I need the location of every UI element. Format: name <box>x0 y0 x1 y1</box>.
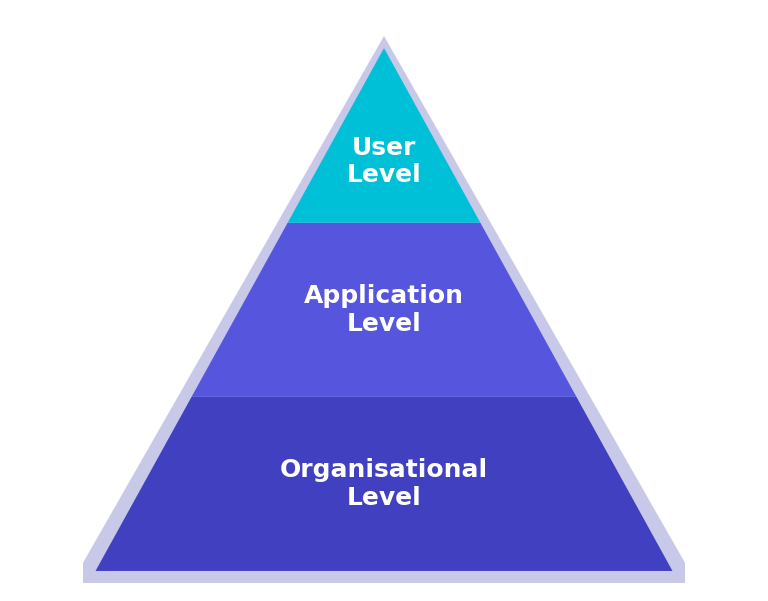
Polygon shape <box>71 36 697 583</box>
Text: User
Level: User Level <box>346 136 422 188</box>
Text: Organisational
Level: Organisational Level <box>280 458 488 510</box>
Polygon shape <box>191 223 577 397</box>
Polygon shape <box>95 397 673 571</box>
Polygon shape <box>288 48 480 223</box>
Text: Application
Level: Application Level <box>304 284 464 336</box>
